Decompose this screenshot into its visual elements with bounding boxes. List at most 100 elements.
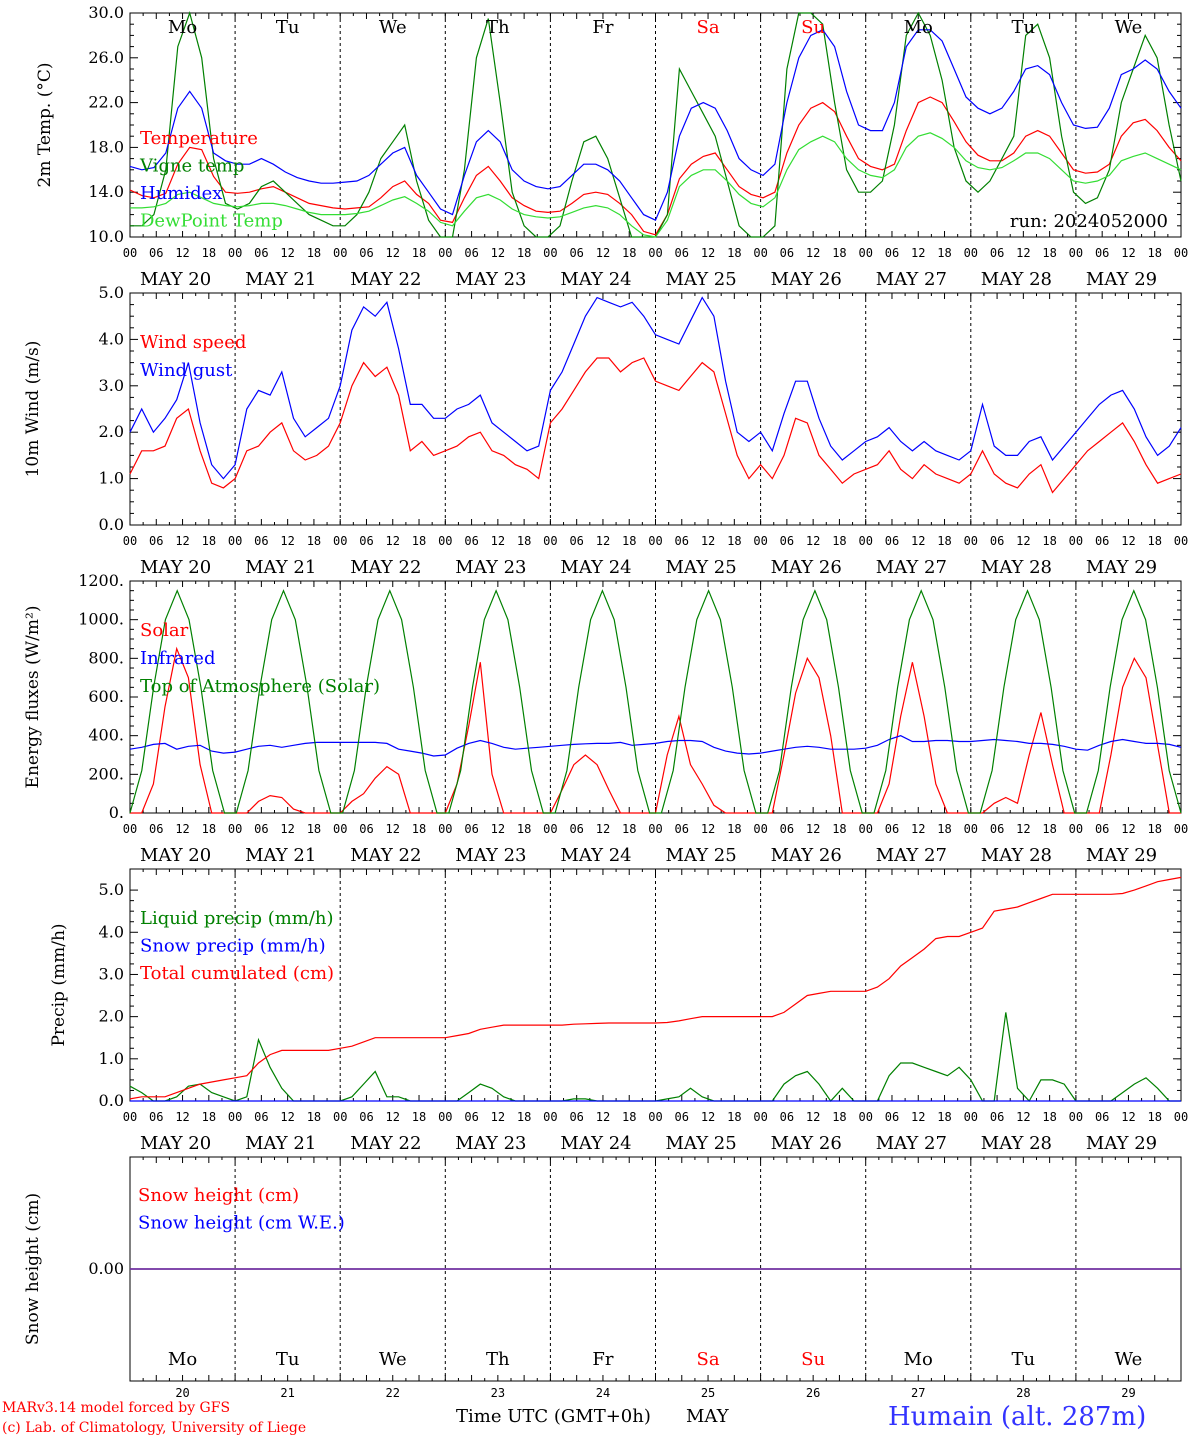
hour-tick-label: 00 bbox=[438, 1110, 452, 1124]
hour-tick-label: 00 bbox=[543, 534, 557, 548]
model-credit: MARv3.14 model forced by GFS bbox=[2, 1400, 231, 1416]
hour-tick-label: 12 bbox=[1121, 822, 1135, 836]
hour-tick-label: 12 bbox=[911, 822, 925, 836]
hour-tick-label: 00 bbox=[858, 822, 872, 836]
series-dewpoint-temp bbox=[130, 132, 1182, 238]
hour-tick-label: 06 bbox=[149, 822, 163, 836]
weekday-label: We bbox=[1115, 17, 1143, 38]
hour-tick-label: 18 bbox=[307, 1110, 321, 1124]
hour-tick-label: 00 bbox=[543, 246, 557, 260]
hour-tick-label: 00 bbox=[1069, 1110, 1083, 1124]
y-axis-title: Energy fluxes (W/m²) bbox=[23, 606, 43, 789]
date-label: MAY 26 bbox=[771, 269, 842, 290]
date-label: MAY 29 bbox=[1086, 557, 1157, 578]
date-label: MAY 22 bbox=[350, 845, 421, 866]
panel-1: 10.0 14.0 18.0 22.0 26.0 30.0 2m Temp. (°C) Tem… bbox=[35, 3, 1188, 290]
day-number-label: 23 bbox=[491, 1386, 505, 1400]
hour-tick-label: 00 bbox=[964, 822, 978, 836]
hour-tick-label: 18 bbox=[622, 1110, 636, 1124]
hour-tick-label: 12 bbox=[1121, 246, 1135, 260]
hour-tick-label: 00 bbox=[228, 534, 242, 548]
date-label: MAY 26 bbox=[771, 845, 842, 866]
weekday-label: Sa bbox=[697, 1349, 720, 1370]
y-tick-label: 0.0 bbox=[99, 515, 124, 534]
hour-tick-label: 06 bbox=[675, 1110, 689, 1124]
hour-tick-label: 06 bbox=[885, 822, 899, 836]
hour-tick-label: 06 bbox=[675, 822, 689, 836]
date-label: MAY 29 bbox=[1086, 845, 1157, 866]
hour-tick-label: 00 bbox=[648, 534, 662, 548]
y-tick-label: 600. bbox=[88, 687, 124, 706]
date-label: MAY 21 bbox=[245, 557, 316, 578]
hour-tick-label: 06 bbox=[149, 534, 163, 548]
weekday-label: We bbox=[379, 17, 407, 38]
weekday-label: Th bbox=[486, 1349, 510, 1370]
weekday-label: Th bbox=[486, 17, 510, 38]
hour-tick-label: 06 bbox=[254, 1110, 268, 1124]
hour-tick-label: 18 bbox=[937, 246, 951, 260]
y-tick-label: 400. bbox=[88, 726, 124, 745]
weekday-label: Mo bbox=[168, 1349, 197, 1370]
series-wind-speed bbox=[129, 357, 1182, 494]
y-axis-title: 10m Wind (m/s) bbox=[23, 341, 43, 478]
hour-tick-label: 18 bbox=[202, 534, 216, 548]
hour-tick-label: 12 bbox=[386, 1110, 400, 1124]
hour-tick-label: 06 bbox=[254, 246, 268, 260]
legend-entry: Vigne temp bbox=[139, 156, 244, 177]
hour-tick-label: 12 bbox=[701, 822, 715, 836]
hour-tick-label: 06 bbox=[464, 534, 478, 548]
hour-tick-label: 18 bbox=[412, 246, 426, 260]
weekday-label: Mo bbox=[168, 17, 197, 38]
day-number-label: 22 bbox=[386, 1386, 400, 1400]
date-label: MAY 25 bbox=[666, 1133, 737, 1154]
time-axis-title: Time UTC (GMT+0h) bbox=[456, 1406, 651, 1427]
y-tick-label: 4.0 bbox=[99, 922, 124, 941]
hour-tick-label: 18 bbox=[517, 1110, 531, 1124]
date-label: MAY 23 bbox=[455, 557, 526, 578]
hour-tick-label: 00 bbox=[543, 1110, 557, 1124]
y-tick-label: 2.0 bbox=[99, 422, 124, 441]
hour-tick-label: 00 bbox=[543, 822, 557, 836]
hour-tick-label: 06 bbox=[149, 1110, 163, 1124]
y-tick-label: 0. bbox=[109, 803, 124, 822]
legend-entry: Infrared bbox=[140, 648, 215, 669]
hour-tick-label: 00 bbox=[858, 1110, 872, 1124]
hour-tick-label: 06 bbox=[1095, 822, 1109, 836]
hour-tick-label: 00 bbox=[964, 534, 978, 548]
hour-tick-label: 18 bbox=[832, 822, 846, 836]
hour-tick-label: 18 bbox=[307, 246, 321, 260]
date-label: MAY 22 bbox=[350, 269, 421, 290]
y-tick-label: 30.0 bbox=[88, 3, 124, 22]
hour-tick-label: 06 bbox=[569, 246, 583, 260]
panel-3: 0. 200. 400. 600. 800. 1000. 1200. Energy fluxe… bbox=[23, 571, 1188, 866]
hour-tick-label: 18 bbox=[412, 534, 426, 548]
series-humidex bbox=[129, 29, 1182, 222]
hour-tick-label: 12 bbox=[491, 822, 505, 836]
date-label: MAY 26 bbox=[771, 1133, 842, 1154]
hour-tick-label: 12 bbox=[1016, 246, 1030, 260]
hour-tick-label: 00 bbox=[858, 246, 872, 260]
hour-tick-label: 12 bbox=[806, 534, 820, 548]
hour-tick-label: 06 bbox=[359, 1110, 373, 1124]
hour-tick-label: 00 bbox=[648, 1110, 662, 1124]
date-label: MAY 20 bbox=[140, 557, 211, 578]
date-label: MAY 23 bbox=[455, 1133, 526, 1154]
day-number-label: 27 bbox=[911, 1386, 925, 1400]
weekday-label: We bbox=[1115, 1349, 1143, 1370]
weekday-label: Sa bbox=[697, 17, 720, 38]
hour-tick-label: 12 bbox=[701, 1110, 715, 1124]
hour-tick-label: 12 bbox=[1016, 1110, 1030, 1124]
hour-tick-label: 18 bbox=[202, 822, 216, 836]
y-tick-label: 26.0 bbox=[88, 48, 124, 67]
weekday-label: Tu bbox=[1012, 17, 1036, 38]
hour-tick-label: 00 bbox=[438, 534, 452, 548]
hour-tick-label: 18 bbox=[1042, 822, 1056, 836]
date-label: MAY 27 bbox=[876, 1133, 947, 1154]
hour-tick-label: 00 bbox=[438, 822, 452, 836]
hour-tick-label: 00 bbox=[753, 534, 767, 548]
hour-tick-label: 00 bbox=[333, 246, 347, 260]
hour-tick-label: 18 bbox=[727, 822, 741, 836]
hour-tick-label: 06 bbox=[885, 246, 899, 260]
weekday-label: Fr bbox=[592, 17, 613, 38]
